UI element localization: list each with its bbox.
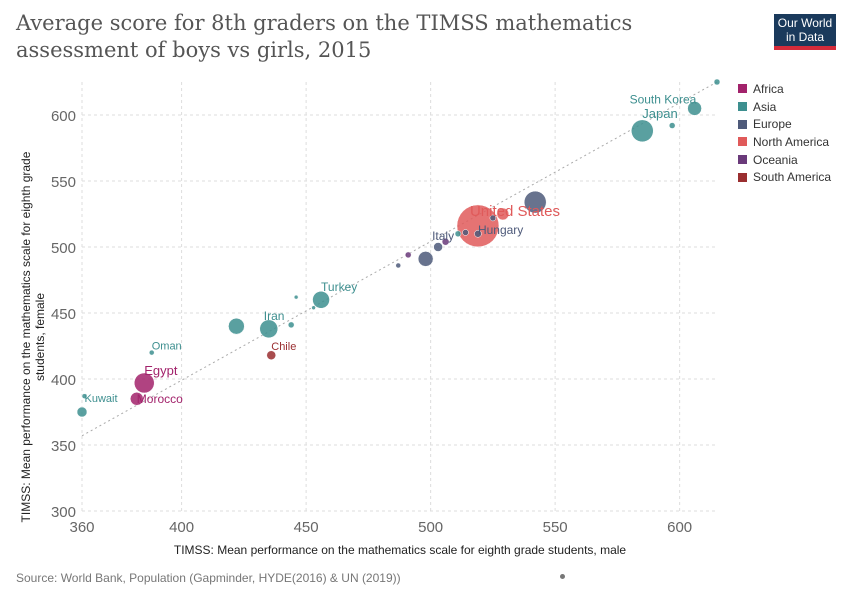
data-point[interactable] bbox=[474, 230, 482, 238]
ticks-layer: 300 350 400 450 500 550 600 360 400 450 500 550 600 bbox=[51, 108, 692, 536]
x-tick-label: 600 bbox=[667, 519, 692, 536]
data-point[interactable] bbox=[668, 122, 676, 129]
chart-title: Average score for 8th graders on the TIM… bbox=[16, 11, 633, 62]
legend-swatch bbox=[738, 137, 747, 147]
data-point[interactable] bbox=[81, 393, 88, 399]
x-tick-label: 500 bbox=[418, 519, 443, 536]
legend-item[interactable]: South America bbox=[738, 168, 831, 186]
data-point[interactable] bbox=[454, 230, 462, 238]
logo-line1: Our World bbox=[777, 16, 833, 30]
legend-label: North America bbox=[753, 134, 830, 149]
data-point[interactable] bbox=[489, 214, 497, 222]
y-tick-label: 350 bbox=[51, 438, 76, 455]
data-point[interactable] bbox=[259, 319, 279, 339]
data-point[interactable] bbox=[76, 406, 88, 418]
data-point[interactable] bbox=[687, 101, 702, 116]
legend-swatch bbox=[738, 155, 747, 165]
data-point[interactable] bbox=[266, 350, 277, 360]
legend-label: South America bbox=[753, 170, 832, 185]
timeline-handle[interactable] bbox=[560, 574, 565, 579]
data-point[interactable] bbox=[713, 78, 721, 86]
legend-swatch bbox=[738, 102, 747, 112]
owid-logo[interactable]: Our World in Data bbox=[774, 14, 836, 50]
data-point[interactable] bbox=[523, 190, 547, 214]
point-label: Iran bbox=[264, 309, 285, 323]
labels-layer: Kuwait Egypt Morocco Oman Iran Chile Turkey Ita… bbox=[84, 92, 696, 405]
data-point[interactable] bbox=[148, 349, 155, 356]
diagonal-reference-line bbox=[81, 81, 718, 437]
data-point[interactable] bbox=[404, 251, 412, 259]
point-label: Hungary bbox=[478, 223, 523, 237]
diagonal-layer bbox=[81, 81, 718, 437]
y-tick-label: 450 bbox=[51, 306, 76, 323]
legend-label: Africa bbox=[753, 81, 784, 96]
data-point[interactable] bbox=[395, 262, 402, 269]
legend-label: Europe bbox=[753, 117, 792, 132]
legend-item[interactable]: North America bbox=[738, 133, 831, 151]
point-label: South Korea bbox=[630, 92, 697, 106]
legend-swatch bbox=[738, 84, 747, 94]
y-tick-label: 300 bbox=[51, 504, 76, 521]
legend-label: Asia bbox=[753, 99, 777, 114]
data-point[interactable] bbox=[134, 372, 155, 394]
data-point[interactable] bbox=[631, 119, 654, 143]
data-point[interactable] bbox=[228, 317, 245, 335]
source-note: Source: World Bank, Population (Gapminde… bbox=[16, 571, 401, 585]
legend-item[interactable]: Africa bbox=[738, 80, 831, 98]
data-point[interactable] bbox=[312, 291, 330, 309]
legend-label: Oceania bbox=[753, 152, 798, 167]
point-label: Egypt bbox=[144, 363, 178, 378]
legend-swatch bbox=[738, 119, 747, 129]
data-point[interactable] bbox=[462, 229, 469, 236]
point-label: Oman bbox=[152, 341, 182, 353]
y-tick-label: 550 bbox=[51, 174, 76, 191]
data-point[interactable] bbox=[293, 294, 299, 300]
grid-layer bbox=[81, 82, 717, 512]
data-point[interactable] bbox=[496, 207, 510, 221]
x-tick-label: 400 bbox=[169, 519, 194, 536]
legend-item[interactable]: Asia bbox=[738, 98, 831, 116]
point-label: Morocco bbox=[137, 392, 183, 406]
logo-line2: in Data bbox=[785, 30, 825, 44]
y-axis-label: TIMSS: Mean performance on the mathemati… bbox=[19, 151, 47, 523]
point-label: United States bbox=[470, 203, 560, 220]
y-tick-label: 400 bbox=[51, 372, 76, 389]
point-label: Chile bbox=[271, 341, 296, 353]
x-axis-label: TIMSS: Mean performance on the mathemati… bbox=[173, 543, 627, 557]
point-label: Japan bbox=[642, 106, 677, 121]
legend-item[interactable]: Europe bbox=[738, 115, 831, 133]
legend: Africa Asia Europe North America Oceania Sout… bbox=[738, 80, 831, 186]
data-point[interactable] bbox=[311, 305, 316, 310]
legend-swatch bbox=[738, 172, 747, 182]
legend-item[interactable]: Oceania bbox=[738, 151, 831, 169]
data-point[interactable] bbox=[287, 321, 295, 329]
data-point[interactable] bbox=[441, 237, 450, 246]
x-tick-label: 450 bbox=[294, 519, 319, 536]
y-tick-label: 600 bbox=[51, 108, 76, 125]
data-point[interactable] bbox=[456, 204, 500, 248]
y-tick-label: 500 bbox=[51, 240, 76, 257]
data-point[interactable] bbox=[417, 251, 434, 267]
data-point[interactable] bbox=[130, 392, 144, 406]
points-layer bbox=[76, 78, 721, 418]
point-label: Turkey bbox=[321, 280, 357, 294]
point-label: Kuwait bbox=[84, 393, 117, 405]
x-tick-label: 550 bbox=[543, 519, 568, 536]
data-point[interactable] bbox=[433, 242, 443, 252]
point-label: Italy bbox=[432, 229, 454, 243]
x-tick-label: 360 bbox=[69, 519, 94, 536]
